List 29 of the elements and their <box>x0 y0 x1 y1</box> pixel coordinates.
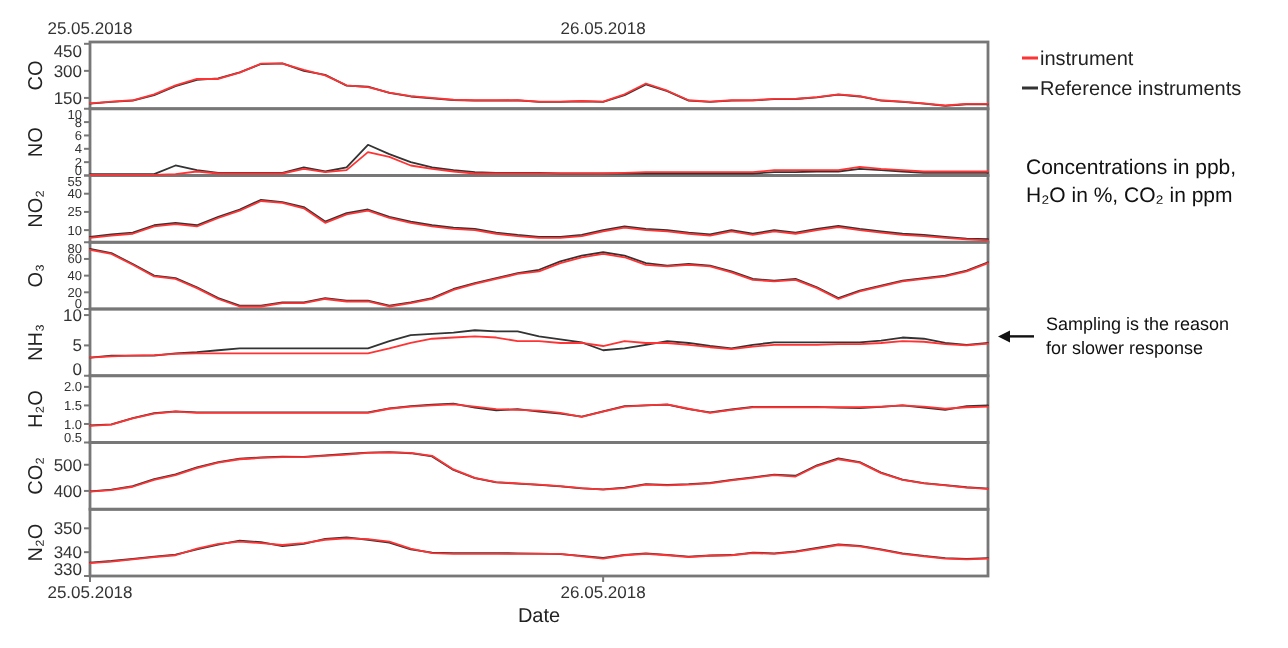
y-tick-label: 150 <box>53 87 83 108</box>
legend-label: Reference instruments <box>1040 79 1242 101</box>
legend-label: instrument <box>1040 49 1134 71</box>
line-series <box>89 143 989 176</box>
y-axis-title: H₂O <box>26 389 48 429</box>
y-tick-label: 330 <box>53 559 83 580</box>
y-tick-label: 350 <box>53 518 83 539</box>
text: Concentrations in ppb, H₂O in %, CO₂ in ppm <box>1026 156 1237 208</box>
y-axis-title: CO <box>26 59 48 91</box>
x-axis-title: Date <box>517 606 561 628</box>
y-tick-label: 5 <box>72 335 83 356</box>
y-axis-title: N₂O <box>26 523 48 562</box>
y-axis-title: NO <box>26 126 48 158</box>
y-axis-title: O₃ <box>26 263 48 288</box>
x2-tick-label: 26.05.2018 <box>560 18 647 38</box>
y-tick-label: 400 <box>53 480 83 501</box>
text: Sampling is the reason for slower response <box>1046 314 1230 359</box>
y-axis-title: CO₂ <box>26 456 48 495</box>
y-axis-title: NO₂ <box>26 189 48 228</box>
y-axis-title: NH₃ <box>26 323 48 361</box>
y-tick-label: 300 <box>53 60 83 81</box>
x2-tick-label: 25.05.2018 <box>47 18 134 38</box>
line-series <box>89 151 989 176</box>
y-tick-label: 10 <box>63 305 83 326</box>
y-tick-label: 340 <box>53 542 83 563</box>
y-tick-label: 450 <box>53 41 83 62</box>
y-tick-label: 0 <box>72 358 83 379</box>
line-series <box>89 451 989 493</box>
y-tick-label: 500 <box>53 454 83 475</box>
